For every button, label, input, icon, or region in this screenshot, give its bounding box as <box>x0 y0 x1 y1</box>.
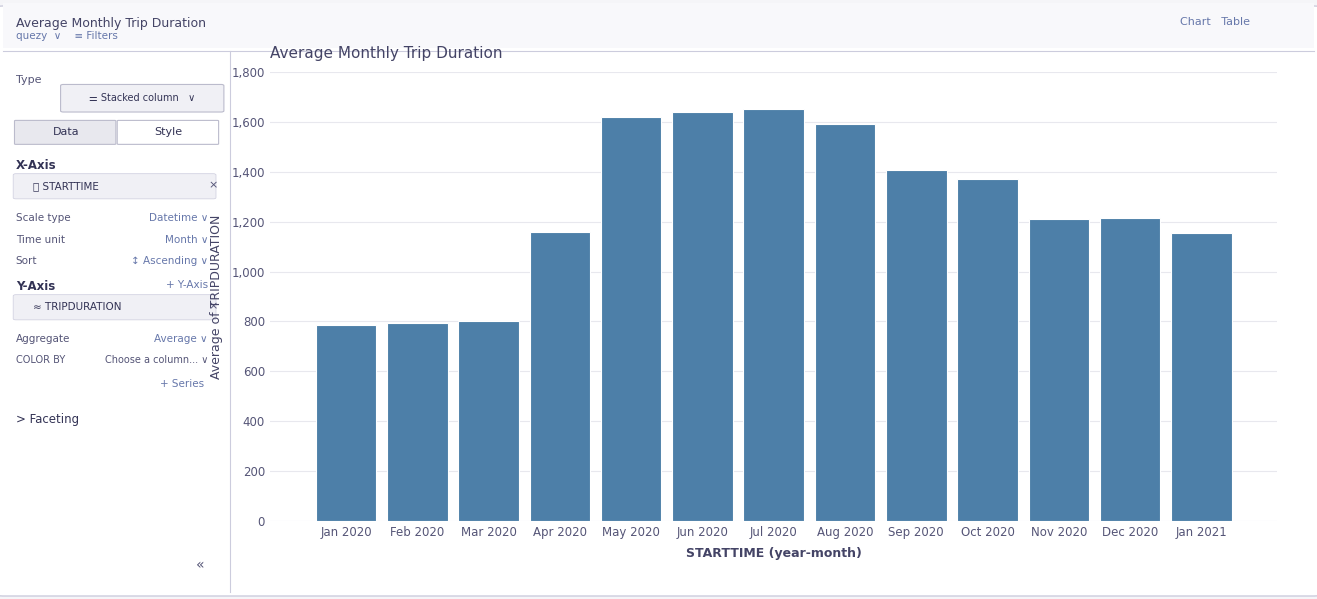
FancyBboxPatch shape <box>117 120 219 144</box>
Bar <box>387 323 448 521</box>
Text: Average ∨: Average ∨ <box>154 334 208 344</box>
Text: Average Monthly Trip Duration: Average Monthly Trip Duration <box>16 17 205 30</box>
Text: Month ∨: Month ∨ <box>165 235 208 245</box>
FancyBboxPatch shape <box>14 120 116 144</box>
X-axis label: STARTTIME (year-month): STARTTIME (year-month) <box>686 547 861 560</box>
Text: «: « <box>196 558 204 572</box>
FancyBboxPatch shape <box>13 295 216 320</box>
Text: Datetime ∨: Datetime ∨ <box>149 213 208 223</box>
Bar <box>957 179 1018 521</box>
Bar <box>1029 219 1089 521</box>
Text: Time unit: Time unit <box>16 235 65 245</box>
Bar <box>529 232 590 521</box>
Bar <box>1100 218 1160 521</box>
Bar <box>601 117 661 521</box>
Text: Aggregate: Aggregate <box>16 334 70 344</box>
Text: Data: Data <box>53 128 79 137</box>
FancyBboxPatch shape <box>61 84 224 112</box>
Text: COLOR BY: COLOR BY <box>16 355 65 365</box>
Bar <box>458 322 519 521</box>
Text: ≈ TRIPDURATION: ≈ TRIPDURATION <box>33 302 121 311</box>
Bar <box>3 3 1314 48</box>
Text: + Series: + Series <box>159 379 204 389</box>
Text: quezy  ∨    ≡ Filters: quezy ∨ ≡ Filters <box>16 31 117 41</box>
Text: 📅 STARTTIME: 📅 STARTTIME <box>33 181 99 190</box>
Bar <box>672 112 732 521</box>
FancyBboxPatch shape <box>0 6 1317 596</box>
Bar <box>743 109 805 521</box>
FancyBboxPatch shape <box>13 174 216 199</box>
Bar <box>886 171 947 521</box>
Bar <box>815 125 876 521</box>
Text: + Y-Axis: + Y-Axis <box>166 280 208 290</box>
Text: Y-Axis: Y-Axis <box>16 280 55 293</box>
Text: Type: Type <box>16 75 41 85</box>
Text: ⚌ Stacked column   ∨: ⚌ Stacked column ∨ <box>90 93 195 102</box>
Text: > Faceting: > Faceting <box>16 413 79 426</box>
Bar <box>316 325 377 521</box>
Bar <box>1171 233 1231 521</box>
Text: ↕ Ascending ∨: ↕ Ascending ∨ <box>130 256 208 267</box>
Text: Scale type: Scale type <box>16 213 70 223</box>
Text: Choose a column... ∨: Choose a column... ∨ <box>105 355 208 365</box>
Text: ×: × <box>208 302 217 311</box>
Text: Chart   Table: Chart Table <box>1180 17 1250 27</box>
Text: X-Axis: X-Axis <box>16 159 57 172</box>
Y-axis label: Average of TRIPDURATION: Average of TRIPDURATION <box>211 214 224 379</box>
Text: Style: Style <box>154 128 183 137</box>
Text: ×: × <box>208 181 217 190</box>
Text: Sort: Sort <box>16 256 37 267</box>
Text: Average Monthly Trip Duration: Average Monthly Trip Duration <box>270 46 503 61</box>
